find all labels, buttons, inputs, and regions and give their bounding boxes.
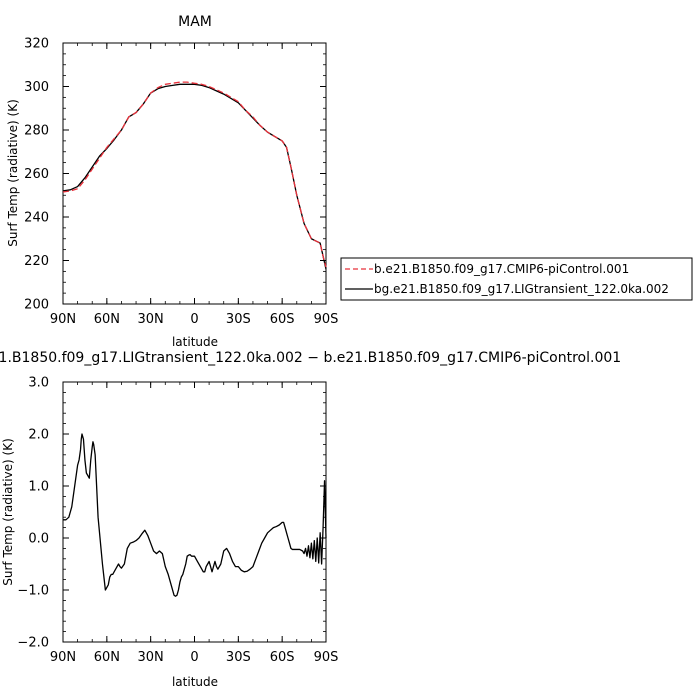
top-x-tick-label: 60N (94, 312, 120, 327)
top-series-line-1 (62, 83, 327, 270)
legend-entry-control: b.e21.B1850.f09_g17.CMIP6-piControl.001 (374, 262, 629, 276)
top-x-tick-label: 30N (138, 312, 164, 327)
top-y-tick-label: 320 (24, 37, 49, 52)
top-x-tick-label: 90N (50, 312, 76, 327)
bottom-x-tick-label: 60N (94, 650, 120, 665)
bottom-series-line-0 (63, 433, 327, 597)
bottom-panel: bg.e21.B1850.f09_g17.LIGtransient_122.0k… (0, 350, 621, 689)
top-y-tick-label: 300 (24, 80, 49, 95)
bottom-y-tick-label: 3.0 (28, 376, 49, 391)
bottom-y-tick-label: −2.0 (17, 636, 49, 651)
legend: b.e21.B1850.f09_g17.CMIP6-piControl.001 … (340, 257, 693, 301)
bottom-x-tick-label: 0 (190, 650, 198, 665)
top-x-tick-label: 90S (314, 312, 339, 327)
bottom-plot-frame (62, 381, 327, 643)
bottom-y-tick-label: 1.0 (28, 480, 49, 495)
bottom-x-tick-label: 30N (138, 650, 164, 665)
legend-entry-ligtransient: bg.e21.B1850.f09_g17.LIGtransient_122.0k… (374, 282, 669, 296)
top-plot-title: MAM (178, 14, 212, 30)
top-x-tick-label: 30S (226, 312, 251, 327)
bottom-x-tick-label: 60S (270, 650, 295, 665)
bottom-y-axis-label: Surf Temp (radiative) (K) (1, 438, 15, 586)
top-y-tick-label: 240 (24, 211, 49, 226)
top-series-line-0 (62, 81, 327, 268)
top-x-axis-label: latitude (172, 335, 218, 349)
top-plot-frame (62, 42, 327, 305)
bottom-x-tick-label: 90S (314, 650, 339, 665)
top-y-tick-label: 280 (24, 124, 49, 139)
top-y-axis-label: Surf Temp (radiative) (K) (6, 99, 20, 247)
top-y-tick-label: 260 (24, 167, 49, 182)
bottom-y-tick-label: 0.0 (28, 532, 49, 547)
top-y-tick-label: 220 (24, 254, 49, 269)
top-y-tick-label: 200 (24, 298, 49, 313)
legend-box (340, 257, 693, 301)
top-panel: MAM latitude Surf Temp (radiative) (K) 9… (6, 14, 338, 349)
bottom-y-tick-label: −1.0 (17, 584, 49, 599)
bottom-x-tick-label: 30S (226, 650, 251, 665)
top-x-tick-label: 0 (190, 312, 198, 327)
bottom-x-tick-label: 90N (50, 650, 76, 665)
bottom-y-tick-label: 2.0 (28, 428, 49, 443)
bottom-plot-title: bg.e21.B1850.f09_g17.LIGtransient_122.0k… (0, 350, 621, 366)
bottom-x-axis-label: latitude (172, 675, 218, 689)
top-x-tick-label: 60S (270, 312, 295, 327)
